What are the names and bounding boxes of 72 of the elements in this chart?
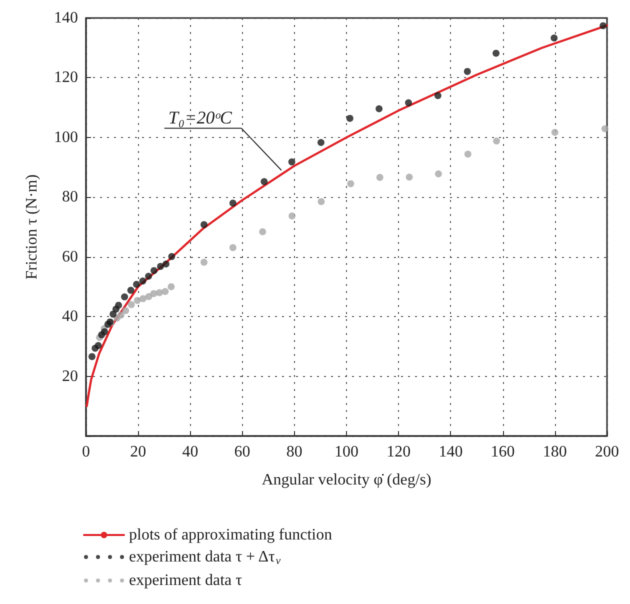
point — [128, 301, 135, 308]
x-tick-label: 140 — [438, 444, 463, 460]
point — [601, 125, 608, 132]
point — [376, 174, 384, 181]
y-axis-title: Friction τ (N·m) — [24, 174, 40, 280]
point — [464, 150, 472, 158]
point — [134, 296, 141, 304]
point — [406, 174, 413, 181]
point — [133, 280, 140, 288]
x-tick-label: 60 — [234, 444, 250, 460]
point — [156, 289, 163, 296]
point — [121, 293, 128, 300]
y-tick-label: 20 — [62, 368, 78, 385]
point — [317, 139, 324, 146]
point — [288, 158, 296, 166]
y-tick-label: 100 — [54, 128, 78, 146]
point — [140, 295, 147, 302]
x-tick-label: 160 — [490, 444, 515, 460]
point — [122, 307, 130, 314]
point — [229, 200, 236, 207]
point — [162, 288, 169, 295]
point — [347, 180, 354, 188]
point — [493, 138, 500, 145]
legend-label: experiment data τ — [129, 572, 243, 589]
annotation: T₀=20ᵒC — [168, 107, 233, 128]
point — [200, 258, 208, 266]
point — [318, 198, 325, 206]
y-tick-label: 60 — [62, 248, 78, 266]
point — [150, 290, 158, 298]
point — [259, 228, 266, 236]
x-tick-label: 20 — [130, 444, 146, 460]
point — [492, 50, 500, 57]
y-tick-label: 140 — [54, 10, 78, 26]
y-tick-label: 80 — [62, 188, 78, 206]
point — [115, 302, 122, 309]
point — [405, 99, 412, 106]
point — [229, 244, 236, 252]
point — [600, 22, 607, 30]
point — [101, 328, 108, 336]
point — [346, 114, 354, 122]
point — [88, 353, 96, 360]
point — [434, 92, 442, 100]
point — [260, 178, 268, 186]
x-tick-label: 120 — [386, 444, 411, 460]
point — [550, 34, 558, 42]
point — [139, 278, 146, 285]
x-tick-label: 180 — [542, 444, 567, 460]
x-tick-label: 40 — [182, 444, 198, 460]
point — [288, 212, 296, 220]
x-tick-label: 0 — [82, 444, 90, 460]
point — [162, 260, 170, 268]
x-axis-title: Angular velocity φ̇ (deg/s) — [262, 472, 432, 488]
point — [464, 68, 471, 75]
point — [434, 170, 442, 178]
point — [200, 221, 208, 228]
point — [551, 128, 558, 136]
point — [168, 283, 175, 290]
point — [110, 310, 117, 318]
y-tick-label: 120 — [54, 69, 78, 86]
point — [157, 262, 164, 270]
x-tick-label: 200 — [595, 444, 619, 460]
point — [145, 272, 152, 280]
point — [376, 105, 383, 112]
point — [94, 342, 102, 350]
legend-label: plots of approximating function — [129, 526, 332, 544]
x-tick-label: 80 — [286, 444, 302, 460]
point — [127, 286, 134, 294]
point — [150, 267, 158, 274]
point — [117, 312, 124, 319]
y-tick-label: 40 — [62, 308, 78, 326]
x-tick-label: 100 — [334, 444, 358, 460]
point — [168, 253, 176, 260]
